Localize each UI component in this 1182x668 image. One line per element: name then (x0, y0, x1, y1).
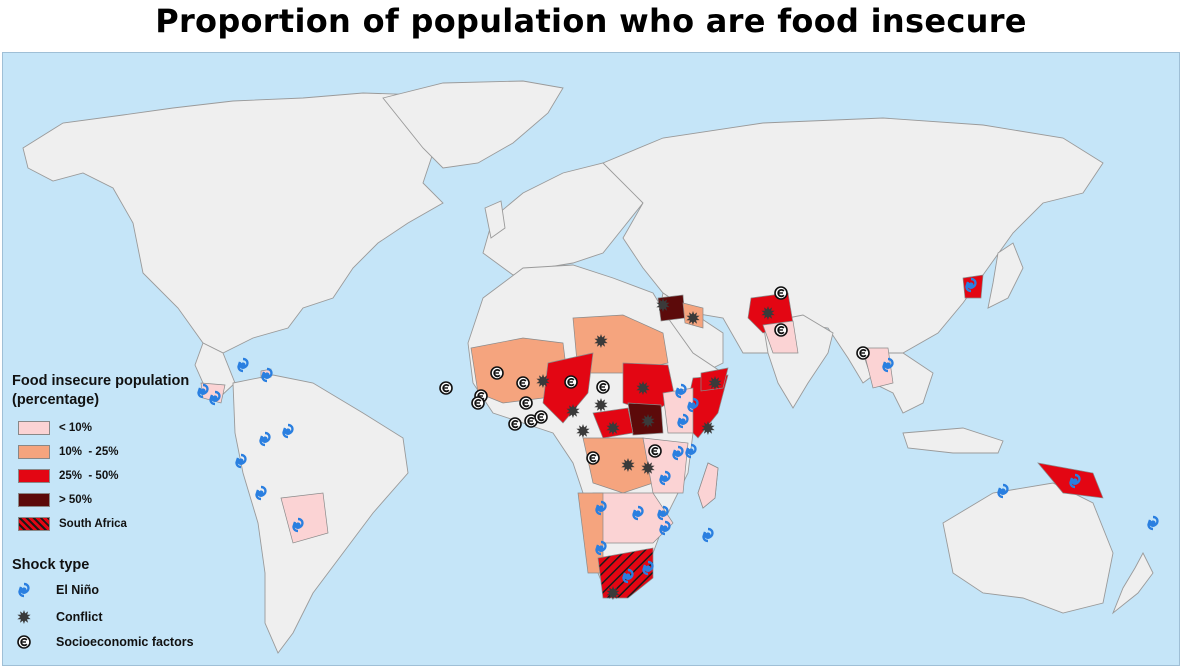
legend-swatch-hatched (18, 517, 50, 531)
world-map[interactable] (2, 52, 1180, 666)
socioeconomic-icon (17, 635, 31, 649)
region-sudan (622, 362, 676, 414)
map-title: Proportion of population who are food in… (155, 2, 1027, 40)
socioeconomic-icon (471, 396, 485, 410)
region-drc (582, 437, 654, 494)
region-myanmar (862, 347, 894, 389)
legend-swatch (18, 445, 50, 459)
shock-label: El Niño (56, 583, 100, 597)
legend-swatch (18, 421, 50, 435)
socioeconomic-icon (490, 366, 504, 380)
shock-type-heading: Shock type (12, 557, 90, 573)
legend-row: El Niño (12, 581, 99, 599)
socioeconomic-icon (564, 375, 578, 389)
legend-swatch (18, 469, 50, 483)
socioeconomic-icon (856, 346, 870, 360)
socioeconomic-icon (534, 410, 548, 424)
australia (942, 482, 1114, 614)
el-nino-icon (1147, 515, 1159, 531)
socioeconomic-icon (774, 286, 788, 300)
el-nino-icon (702, 527, 714, 543)
north-america (22, 92, 474, 354)
socioeconomic-icon (648, 444, 662, 458)
new-zealand (1111, 552, 1154, 615)
legend-row: Conflict (12, 608, 103, 626)
shock-label: Conflict (56, 610, 103, 624)
legend-heading-unit: (percentage) (12, 392, 100, 408)
legend-label: > 50% (59, 494, 92, 506)
conflict-icon (17, 610, 31, 625)
map-canvas (22, 80, 1159, 654)
legend-row: < 10% (18, 420, 92, 436)
legend-row: > 50% (18, 492, 92, 508)
legend-label: 25% - 50% (59, 470, 119, 482)
el-nino-icon (237, 357, 249, 373)
socioeconomic-icon (508, 417, 522, 431)
region-bolivia (280, 492, 329, 544)
land-masses (22, 80, 1154, 654)
socioeconomic-icon (596, 380, 610, 394)
el-nino-icon (18, 582, 30, 598)
legend-label: South Africa (59, 518, 127, 530)
legend-row: Socioeconomic factors (12, 633, 194, 651)
socioeconomic-icon (519, 396, 533, 410)
socioeconomic-icon (439, 381, 453, 395)
legend-row: South Africa (18, 516, 127, 532)
legend-heading: Food insecure population (12, 373, 190, 389)
legend-row: 10% - 25% (18, 444, 118, 460)
legend-swatch (18, 493, 50, 507)
socioeconomic-icon (586, 451, 600, 465)
indonesia (902, 427, 1004, 454)
legend-row: 25% - 50% (18, 468, 118, 484)
shock-label: Socioeconomic factors (56, 635, 194, 649)
legend-label: 10% - 25% (59, 446, 119, 458)
legend: Food insecure population (percentage) < … (12, 372, 242, 649)
greenland (382, 80, 564, 169)
japan (987, 242, 1024, 309)
region-pakistan (762, 320, 799, 354)
legend-label: < 10% (59, 422, 92, 434)
socioeconomic-icon (516, 376, 530, 390)
socioeconomic-icon (774, 323, 788, 337)
british-isles (484, 200, 506, 239)
europe (482, 162, 644, 276)
